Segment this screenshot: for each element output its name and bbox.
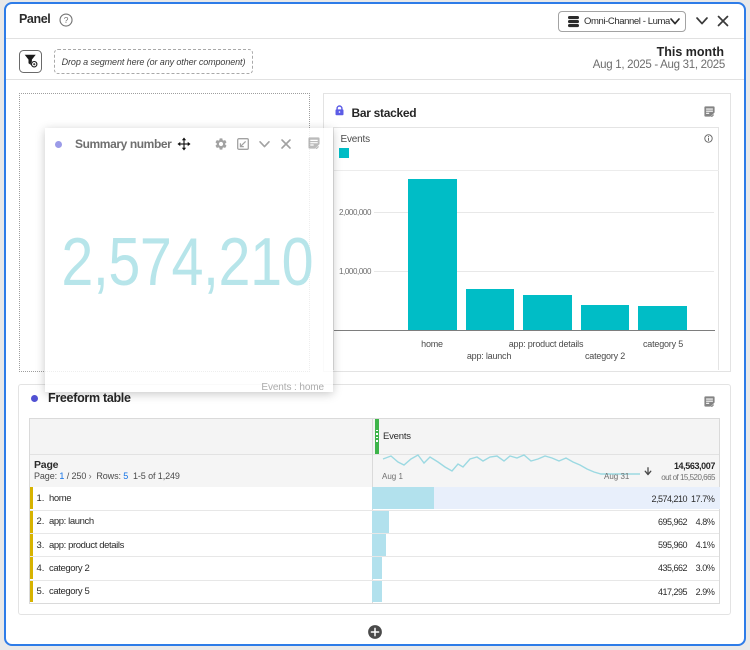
svg-text:?: ? — [64, 15, 69, 25]
